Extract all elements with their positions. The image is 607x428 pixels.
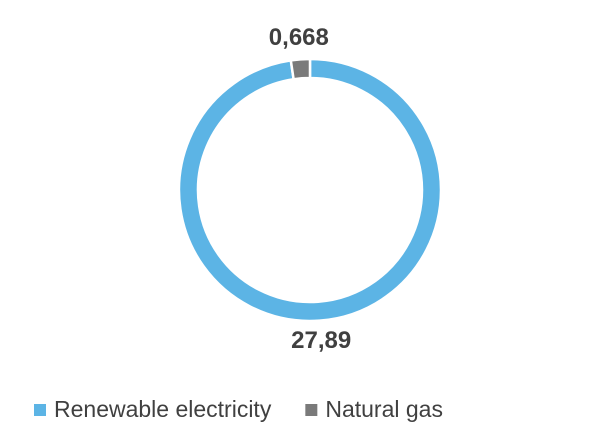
donut-segment (289, 57, 312, 81)
legend-swatch (34, 404, 46, 416)
legend-label: Renewable electricity (54, 396, 272, 422)
data-label: 0,668 (269, 24, 329, 51)
legend-label: Natural gas (325, 396, 443, 422)
legend-swatch (305, 404, 318, 416)
data-label: 27,89 (291, 327, 351, 354)
donut-segment (177, 57, 443, 323)
